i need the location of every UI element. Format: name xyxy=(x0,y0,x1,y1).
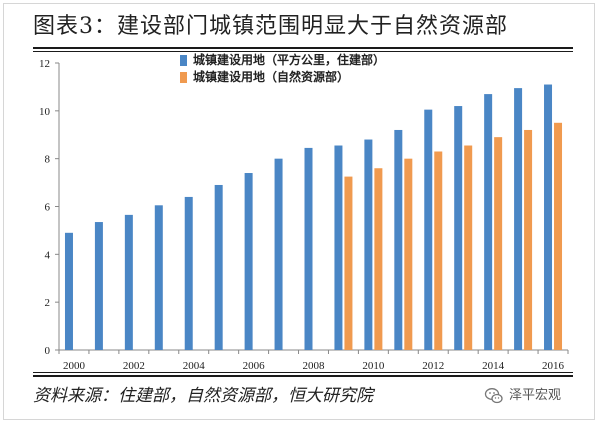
source-note: 资料来源：住建部，自然资源部，恒大研究院 xyxy=(33,386,373,406)
x-tick-label: 2016 xyxy=(542,360,565,372)
source-divider xyxy=(33,375,573,377)
bar-series-1 xyxy=(244,173,253,350)
source-divider-thin xyxy=(33,372,573,373)
wechat-icon xyxy=(484,388,503,404)
bar-series-2 xyxy=(524,129,533,350)
legend-swatch-1 xyxy=(180,55,187,66)
y-tick-label: 0 xyxy=(45,345,51,357)
y-tick-label: 10 xyxy=(39,106,51,118)
bar-series-1 xyxy=(454,106,463,350)
bar-series-2 xyxy=(464,145,473,350)
y-tick-label: 4 xyxy=(45,249,51,261)
bar-series-1 xyxy=(484,94,493,350)
y-tick-label: 2 xyxy=(45,297,51,309)
bar-series-2 xyxy=(554,122,563,351)
x-tick-label: 2004 xyxy=(183,360,206,372)
y-tick-label: 6 xyxy=(45,202,51,214)
x-tick-label: 2012 xyxy=(422,360,444,372)
legend: 城镇建设用地（平方公里，住建部） 城镇建设用地（自然资源部） xyxy=(180,52,385,84)
title-divider xyxy=(33,47,573,49)
x-tick-label: 2000 xyxy=(63,360,86,372)
chart-title: 图表3：建设部门城镇范围明显大于自然资源部 xyxy=(33,14,508,39)
bar-series-1 xyxy=(304,147,313,350)
legend-label-1: 城镇建设用地（平方公里，住建部） xyxy=(193,52,385,67)
bar-series-1 xyxy=(154,205,163,350)
bar-series-1 xyxy=(424,109,433,350)
x-tick-label: 2006 xyxy=(243,360,266,372)
x-tick-label: 2014 xyxy=(482,360,505,372)
y-tick-label: 12 xyxy=(39,58,50,70)
bar-series-2 xyxy=(344,176,353,350)
watermark: 泽平宏观 xyxy=(484,385,561,407)
axes: 0 2 4 6 8 10 12 2000 2002 2004 2006 2008 2010 2012 201… xyxy=(39,58,569,372)
bar-series-1 xyxy=(124,214,133,350)
bar-series-1 xyxy=(94,222,103,350)
x-tick-label: 2008 xyxy=(303,360,326,372)
bar-series-2 xyxy=(404,158,413,350)
title-divider-thin xyxy=(33,51,573,52)
legend-label-2: 城镇建设用地（自然资源部） xyxy=(193,69,349,84)
bar-series-1 xyxy=(214,184,223,350)
x-tick-label: 2010 xyxy=(362,360,385,372)
legend-swatch-2 xyxy=(180,72,187,83)
watermark-text: 泽平宏观 xyxy=(509,388,562,403)
bar-series-1 xyxy=(394,129,403,350)
y-tick-label: 8 xyxy=(45,154,51,166)
x-tick-label: 2002 xyxy=(123,360,145,372)
bars xyxy=(64,84,563,351)
bar-series-1 xyxy=(334,145,343,350)
bar-series-1 xyxy=(514,88,523,351)
bar-series-1 xyxy=(64,232,73,350)
bar-series-1 xyxy=(364,139,373,350)
bar-series-1 xyxy=(544,84,553,351)
bar-series-2 xyxy=(374,168,383,350)
bar-series-2 xyxy=(434,151,443,350)
bar-series-2 xyxy=(494,137,503,350)
bar-series-1 xyxy=(274,158,283,350)
bar-series-1 xyxy=(184,196,193,350)
